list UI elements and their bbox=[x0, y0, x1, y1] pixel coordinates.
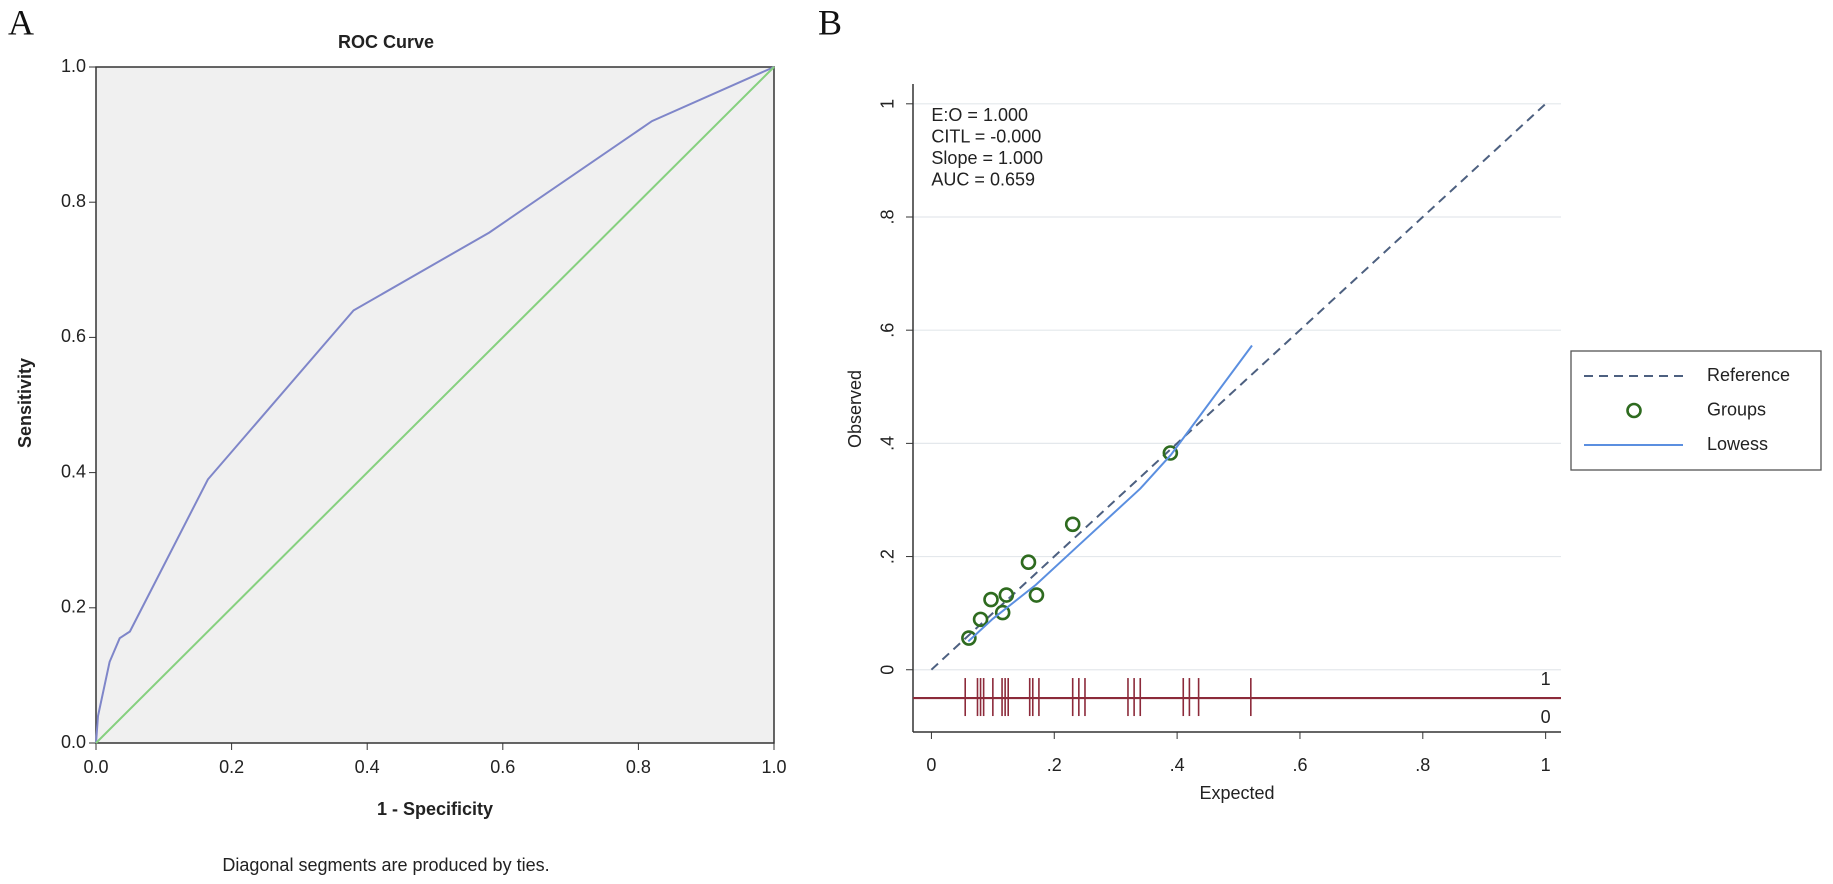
y-tick-label: 0.2 bbox=[61, 597, 86, 617]
group-point bbox=[1064, 516, 1081, 533]
chart-title: ROC Curve bbox=[338, 32, 434, 52]
x-tick-label: 0.2 bbox=[219, 757, 244, 777]
x-tick-label: 1.0 bbox=[761, 757, 786, 777]
panel-label: B bbox=[818, 2, 842, 42]
group-point bbox=[961, 630, 977, 646]
group-point bbox=[1028, 587, 1045, 603]
x-tick-label: .4 bbox=[1170, 755, 1185, 775]
x-axis-label: 1 - Specificity bbox=[377, 799, 493, 819]
series-line bbox=[95, 66, 775, 744]
y-tick-label: 1.0 bbox=[61, 56, 86, 76]
annotation: E:O = 1.000 bbox=[931, 105, 1028, 125]
group-point bbox=[1020, 554, 1037, 571]
y-axis-label: Sensitivity bbox=[15, 358, 35, 448]
y-tick-label: .4 bbox=[878, 436, 898, 451]
x-tick-label: 0.8 bbox=[626, 757, 651, 777]
y-tick-label: 1 bbox=[878, 99, 898, 109]
group-point bbox=[1162, 445, 1179, 461]
annotation: AUC = 0.659 bbox=[931, 169, 1035, 189]
legend-label: Reference bbox=[1707, 365, 1790, 385]
group-point bbox=[994, 604, 1011, 621]
group-point bbox=[998, 587, 1015, 603]
rug-label: 1 bbox=[1541, 669, 1551, 689]
y-tick-label: 0.0 bbox=[61, 732, 86, 752]
y-axis-label: Observed bbox=[845, 370, 865, 448]
plot-frame bbox=[95, 66, 775, 744]
y-tick-label: 0.4 bbox=[61, 461, 86, 481]
footnote: Diagonal segments are produced by ties. bbox=[222, 855, 549, 875]
annotation: CITL = -0.000 bbox=[931, 126, 1041, 146]
x-tick-label: .6 bbox=[1292, 755, 1307, 775]
x-axis-label: Expected bbox=[1199, 783, 1274, 803]
y-tick-label: .6 bbox=[878, 323, 898, 338]
x-tick-label: 1 bbox=[1541, 755, 1551, 775]
x-tick-label: .2 bbox=[1047, 755, 1062, 775]
legend-box bbox=[1570, 350, 1822, 471]
series-line bbox=[930, 103, 1547, 671]
legend-label: Groups bbox=[1707, 399, 1766, 419]
legend-symbol bbox=[1626, 402, 1642, 419]
x-tick-label: 0 bbox=[926, 755, 936, 775]
x-tick-label: 0.6 bbox=[490, 757, 515, 777]
annotation: Slope = 1.000 bbox=[931, 148, 1043, 168]
panel-label: A bbox=[8, 2, 34, 42]
y-tick-label: 0 bbox=[878, 665, 898, 675]
legend-label: Lowess bbox=[1707, 434, 1768, 454]
x-tick-label: 0.0 bbox=[83, 757, 108, 777]
y-tick-label: 0.8 bbox=[61, 191, 86, 211]
y-tick-label: 0.6 bbox=[61, 326, 86, 346]
x-tick-label: 0.4 bbox=[355, 757, 380, 777]
series-line bbox=[95, 66, 775, 744]
group-point bbox=[972, 611, 989, 628]
y-tick-label: .8 bbox=[878, 209, 898, 224]
x-tick-label: .8 bbox=[1415, 755, 1430, 775]
group-point bbox=[983, 591, 999, 608]
y-tick-label: .2 bbox=[878, 549, 898, 564]
rug-label: 0 bbox=[1541, 707, 1551, 727]
series-line bbox=[967, 344, 1253, 643]
